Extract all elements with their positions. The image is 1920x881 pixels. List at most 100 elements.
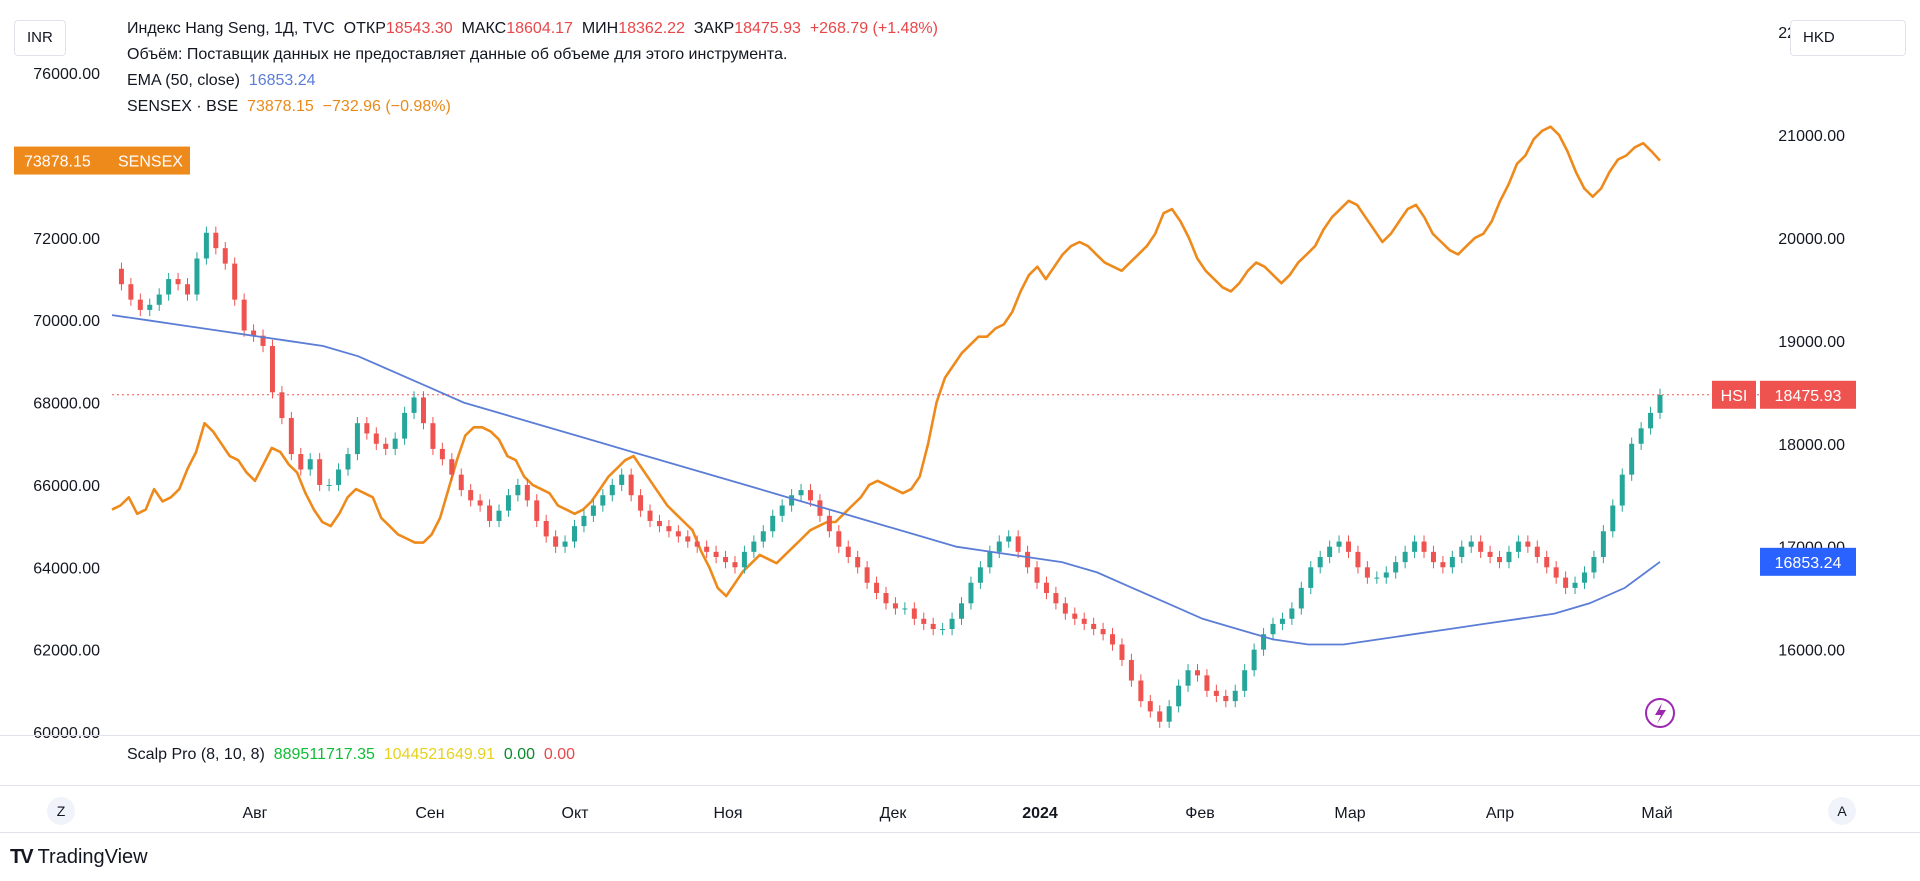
- left-axis-tick-label: 64000.00: [33, 560, 100, 577]
- legend-sensex-row[interactable]: SENSEX · BSE 73878.15 −732.96 (−0.98%): [127, 94, 938, 120]
- hsi-candle: [1194, 670, 1200, 676]
- hsi-candle: [487, 505, 493, 521]
- auto-scale-toggle-label: A: [1837, 803, 1847, 819]
- hsi-candle: [977, 567, 983, 583]
- hsi-candle: [553, 536, 559, 547]
- hsi-candle: [458, 474, 464, 491]
- hsi-candle: [222, 248, 228, 264]
- hsi-candle: [666, 526, 672, 532]
- hsi-candle: [317, 459, 323, 485]
- bottom-separator: [0, 832, 1920, 833]
- hsi-candle: [874, 582, 880, 594]
- hsi-candle: [1563, 577, 1569, 588]
- hsi-candle: [1223, 695, 1229, 702]
- hsi-candle: [1147, 701, 1153, 712]
- log-scale-toggle-label: Z: [56, 803, 66, 819]
- hsi-candle: [1374, 577, 1380, 579]
- hsi-candle: [1166, 706, 1172, 722]
- hsi-candle: [704, 546, 710, 552]
- hsi-candle: [468, 490, 474, 501]
- hsi-candle: [1629, 443, 1635, 475]
- hsi-candle: [1506, 551, 1512, 563]
- hsi-candle: [1346, 541, 1352, 552]
- hsi-candle: [1553, 567, 1559, 578]
- hsi-candle: [118, 268, 124, 285]
- hsi-candle: [732, 562, 738, 568]
- hsi-candle: [1619, 474, 1625, 506]
- hsi-candle: [185, 284, 191, 295]
- hsi-candle: [855, 557, 861, 568]
- hsi-candle: [1440, 562, 1446, 568]
- right-currency-label: HKD: [1803, 29, 1835, 46]
- legend-ema-row[interactable]: EMA (50, close) 16853.24: [127, 68, 938, 94]
- indicator-label: Scalp Pro (8, 10, 8): [127, 746, 265, 763]
- hsi-candle: [505, 495, 511, 511]
- hsi-candle: [1430, 551, 1436, 563]
- hsi-candle: [1355, 551, 1361, 568]
- left-axis-tick-label: 62000.00: [33, 643, 100, 660]
- hsi-price-tag-label: HSI: [1721, 388, 1748, 405]
- hsi-candle: [241, 299, 247, 331]
- hsi-candle: [1402, 551, 1408, 563]
- close-value: 18475.93: [734, 20, 801, 37]
- hsi-candle: [1006, 536, 1012, 542]
- ema-price-tag: [1760, 547, 1856, 576]
- sensex-price-tag-label: SENSEX: [118, 154, 183, 171]
- x-axis-tick-label: Окт: [562, 805, 590, 822]
- hsi-candle: [128, 284, 134, 300]
- right-currency-button[interactable]: HKD: [1790, 20, 1906, 56]
- hsi-candle: [364, 423, 370, 434]
- hsi-price-tag-value: 18475.93: [1775, 388, 1842, 405]
- tradingview-logo[interactable]: TV TradingView: [10, 846, 148, 869]
- hsi-candle: [562, 541, 568, 547]
- hsi-candle: [836, 531, 842, 547]
- hsi-candle: [1459, 546, 1465, 557]
- hsi-candle: [779, 505, 785, 516]
- x-axis-tick-label: Мар: [1334, 805, 1365, 822]
- hsi-candle: [1393, 562, 1399, 573]
- hsi-candle: [147, 304, 153, 310]
- indicator-legend[interactable]: Scalp Pro (8, 10, 8) 889511717.35 104452…: [127, 746, 575, 764]
- hsi-candle: [1591, 557, 1597, 573]
- left-axis-tick-label: 72000.00: [33, 231, 100, 248]
- hsi-candle: [1279, 618, 1285, 624]
- time-axis-separator: [0, 785, 1920, 786]
- hsi-candle: [1600, 531, 1606, 557]
- auto-scale-toggle-button[interactable]: A: [1828, 797, 1856, 825]
- sensex-change: −732.96 (−0.98%): [322, 98, 451, 115]
- hsi-candle: [1383, 572, 1389, 578]
- hsi-candle: [1308, 567, 1314, 588]
- hsi-candle: [1298, 587, 1304, 609]
- hsi-candle: [1110, 634, 1116, 645]
- hsi-candle: [156, 294, 162, 305]
- indicator-separator[interactable]: [0, 735, 1920, 736]
- log-scale-toggle-button[interactable]: Z: [47, 797, 75, 825]
- hsi-candle: [1157, 711, 1163, 722]
- right-axis-tick-label: 16000.00: [1778, 643, 1845, 660]
- hsi-candle: [402, 412, 408, 439]
- x-axis-tick-label: 2024: [1022, 805, 1058, 822]
- hsi-candle: [760, 531, 766, 542]
- hsi-candle: [628, 474, 634, 496]
- hsi-candle: [1043, 582, 1049, 594]
- hsi-candle: [581, 515, 587, 527]
- hsi-candle: [1251, 649, 1257, 671]
- legend-main-row[interactable]: Индекс Hang Seng, 1Д, TVC ОТКР18543.30 М…: [127, 16, 938, 42]
- high-value: 18604.17: [506, 20, 573, 37]
- hsi-candle: [883, 593, 889, 604]
- hsi-candle: [647, 510, 653, 521]
- hsi-candle: [1025, 551, 1031, 568]
- hsi-candle: [166, 279, 172, 295]
- sensex-label: SENSEX · BSE: [127, 98, 239, 115]
- hsi-candle: [354, 423, 360, 455]
- hsi-candle: [1412, 541, 1418, 552]
- hsi-candle: [1581, 572, 1587, 583]
- ema-price-tag-value: 16853.24: [1775, 555, 1842, 572]
- volume-note: Объём: Поставщик данных не предоставляет…: [127, 46, 788, 63]
- hsi-candle: [1497, 557, 1503, 563]
- left-currency-button[interactable]: INR: [14, 20, 66, 56]
- hsi-candle: [1515, 541, 1521, 552]
- hsi-candle: [1544, 557, 1550, 568]
- hsi-candle: [336, 469, 342, 485]
